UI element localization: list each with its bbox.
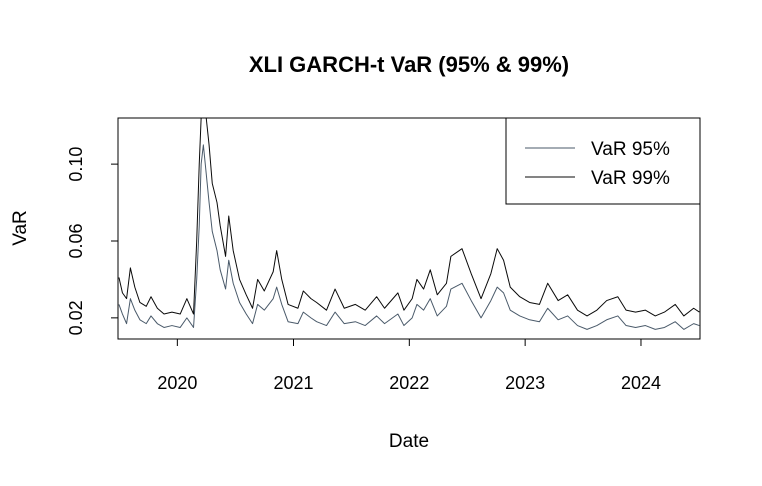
legend-label-var-95: VaR 95% <box>591 139 670 160</box>
series-layer <box>118 117 700 330</box>
y-tick-label: 0.06 <box>66 223 86 258</box>
x-tick-label: 2021 <box>273 373 313 393</box>
legend: VaR 95% VaR 99% <box>505 117 701 205</box>
axes-layer: 2020 2021 2022 2023 2024 0.02 0.06 0.10 <box>66 147 661 393</box>
x-tick-label: 2023 <box>505 373 545 393</box>
x-tick-label: 2022 <box>389 373 429 393</box>
y-axis-label: VaR <box>10 210 31 246</box>
series-line-var-95 <box>118 144 700 330</box>
chart-title: XLI GARCH-t VaR (95% & 99%) <box>249 52 569 77</box>
x-axis-label: Date <box>389 431 429 452</box>
legend-box <box>505 117 701 205</box>
y-tick-label: 0.10 <box>66 147 86 182</box>
series-line-var-99 <box>118 117 700 317</box>
plot-frame <box>117 117 701 340</box>
x-tick-label: 2020 <box>157 373 197 393</box>
x-tick-label: 2024 <box>621 373 661 393</box>
y-tick-label: 0.02 <box>66 300 86 335</box>
legend-label-var-99: VaR 99% <box>591 168 670 189</box>
